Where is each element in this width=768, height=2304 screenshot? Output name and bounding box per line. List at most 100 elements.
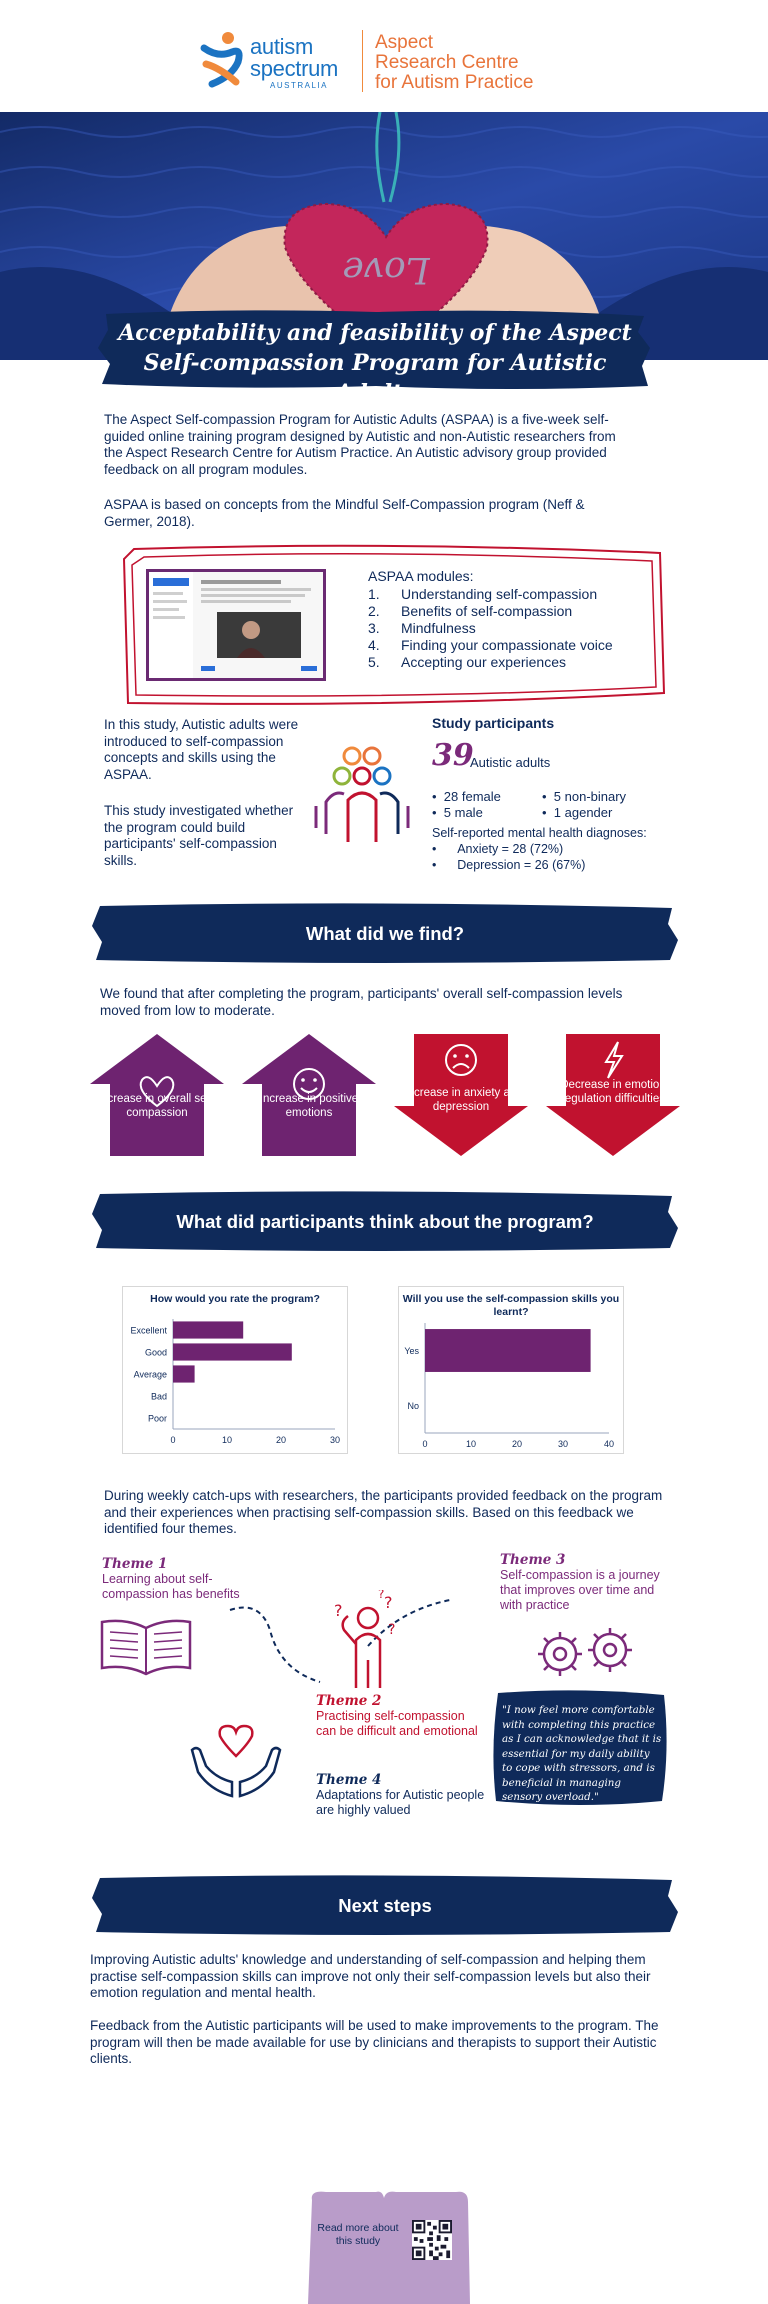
tick-label: 20 xyxy=(512,1439,522,1449)
qr-label: Read more about this study xyxy=(317,2222,399,2247)
rating-chart-svg: Excellent Good Average Bad Poor 0 10 20 30 xyxy=(130,1319,340,1445)
gears-icon xyxy=(538,1628,632,1676)
find-heading: What did we find? xyxy=(305,923,465,944)
find-paragraph: We found that after completing the progr… xyxy=(100,986,623,1018)
use-skills-chart-title: Will you use the self-compassion skills … xyxy=(402,1293,620,1318)
svg-text:?: ? xyxy=(334,1601,343,1620)
modules-title: ASPAA modules: xyxy=(368,568,474,584)
category-label: No xyxy=(407,1401,419,1411)
theme-title: Theme 1 xyxy=(102,1556,168,1572)
intro-basis-paragraph: ASPAA is based on concepts from the Mind… xyxy=(104,497,585,529)
outcome-label: Increase in overall self-compassion xyxy=(97,1093,217,1119)
participants-breakdown-item: • 5 non-binary xyxy=(542,789,627,804)
page-title: Acceptability and feasibility of the Asp… xyxy=(110,318,640,408)
tick-label: 0 xyxy=(422,1439,427,1449)
use-skills-chart: Will you use the self-compassion skills … xyxy=(398,1286,624,1454)
modules-frame xyxy=(122,544,666,705)
theme-title: Theme 3 xyxy=(500,1552,566,1568)
next-steps-heading: Next steps xyxy=(338,1895,432,1916)
tick-label: 20 xyxy=(276,1435,286,1445)
confused-person-icon: ? ? ? ? xyxy=(334,1590,395,1688)
intro-paragraph: The Aspect Self-compassion Program for A… xyxy=(104,412,616,477)
aspect-logo-line1: Aspect xyxy=(375,32,434,53)
module-label: Benefits of self-compassion xyxy=(401,603,573,619)
logo-spectrum-text: spectrum xyxy=(250,56,339,81)
heart-hands-icon xyxy=(190,1724,282,1798)
module-item: 1. Understanding self-compassion xyxy=(368,586,597,602)
study-aim-paragraph: This study investigated whether the prog… xyxy=(104,803,294,868)
qr-code-icon[interactable] xyxy=(412,2220,452,2260)
chart-bar xyxy=(173,1343,292,1361)
chart-bar xyxy=(173,1321,244,1339)
category-label: Average xyxy=(134,1370,167,1380)
quote-box xyxy=(493,1690,667,1805)
logo-australia-text: AUSTRALIA xyxy=(270,81,328,90)
think-banner xyxy=(92,1191,678,1251)
module-item: 5. Accepting our experiences xyxy=(368,654,566,670)
use-skills-chart-svg: Yes No 0 10 20 30 40 xyxy=(404,1323,614,1449)
category-label: Bad xyxy=(151,1392,167,1402)
find-banner xyxy=(92,903,678,963)
qr-card[interactable] xyxy=(306,2190,472,2304)
next-steps-future-paragraph: Feedback from the Autistic participants … xyxy=(90,2018,659,2066)
svg-text:?: ? xyxy=(384,1593,393,1612)
category-label: Yes xyxy=(404,1346,419,1356)
tick-label: 10 xyxy=(466,1439,476,1449)
category-label: Good xyxy=(145,1348,167,1358)
logo-autism-text: autism xyxy=(250,34,313,59)
module-number: 4. xyxy=(368,637,380,653)
aspect-logo-line3: for Autism Practice xyxy=(375,72,534,93)
outcome-up-arrow xyxy=(242,1034,376,1156)
open-book-icon xyxy=(100,1619,192,1676)
theme-1: Theme 1 Learning about self-compassion h… xyxy=(102,1556,272,1602)
svg-text:?: ? xyxy=(388,1622,395,1638)
participants-title: Study participants xyxy=(432,715,555,731)
diagnosis-item: • Depression = 26 (67%) xyxy=(432,858,586,872)
outcome-label: Increase in positive emotions xyxy=(259,1093,359,1119)
module-label: Finding your compassionate voice xyxy=(401,637,613,653)
module-number: 2. xyxy=(368,603,380,619)
header xyxy=(0,0,768,112)
next-steps-paragraph: Improving Autistic adults' knowledge and… xyxy=(90,1952,651,2000)
program-screenshot-mock-icon xyxy=(149,572,323,678)
participants-count: 39 xyxy=(432,738,474,773)
title-banner xyxy=(98,310,650,389)
theme-description: Practising self-compassion can be diffic… xyxy=(316,1709,478,1738)
category-label: Poor xyxy=(148,1414,167,1424)
module-number: 5. xyxy=(368,654,380,670)
tick-label: 30 xyxy=(330,1435,340,1445)
next-steps-banner xyxy=(92,1875,678,1935)
diagnosis-item: • Anxiety = 28 (72%) xyxy=(432,842,564,856)
theme-title: Theme 4 xyxy=(316,1772,382,1788)
outcome-up-arrow xyxy=(90,1034,224,1156)
tick-label: 30 xyxy=(558,1439,568,1449)
rating-chart: How would you rate the program? Excellen… xyxy=(122,1286,348,1454)
theme-description: Learning about self-compassion has benef… xyxy=(102,1572,240,1601)
module-label: Mindfulness xyxy=(401,620,476,636)
tick-label: 0 xyxy=(170,1435,175,1445)
theme-3: Theme 3 Self-compassion is a journey tha… xyxy=(500,1552,670,1613)
diagnoses-title: Self-reported mental health diagnoses: xyxy=(432,826,647,840)
module-item: 4. Finding your compassionate voice xyxy=(368,637,613,653)
feedback-paragraph: During weekly catch-ups with researchers… xyxy=(104,1488,663,1536)
page-title-line2: Self-compassion Program for Autistic Adu… xyxy=(143,350,607,406)
people-group-icon xyxy=(314,746,410,842)
autism-spectrum-logo-icon xyxy=(200,32,243,88)
aspect-logo-line2: Research Centre xyxy=(375,52,519,73)
module-item: 3. Mindfulness xyxy=(368,620,476,636)
aspect-research-logo: Aspect Research Centre for Autism Practi… xyxy=(375,33,533,93)
tick-label: 40 xyxy=(604,1439,614,1449)
theme-title: Theme 2 xyxy=(316,1693,382,1709)
outcome-down-arrow xyxy=(546,1034,680,1156)
study-paragraph: In this study, Autistic adults were intr… xyxy=(104,717,299,782)
theme-description: Adaptations for Autistic people are high… xyxy=(316,1788,485,1817)
heart-love-text: Love xyxy=(342,249,430,290)
chart-bar xyxy=(173,1365,195,1383)
theme-connector-lines xyxy=(229,1599,451,1683)
participants-breakdown-item: • 5 male xyxy=(432,805,483,820)
module-label: Understanding self-compassion xyxy=(401,586,598,602)
module-number: 1. xyxy=(368,586,380,602)
think-heading: What did participants think about the pr… xyxy=(176,1211,594,1232)
participants-breakdown-item: • 28 female xyxy=(432,789,501,804)
theme-4: Theme 4 Adaptations for Autistic people … xyxy=(316,1772,486,1818)
